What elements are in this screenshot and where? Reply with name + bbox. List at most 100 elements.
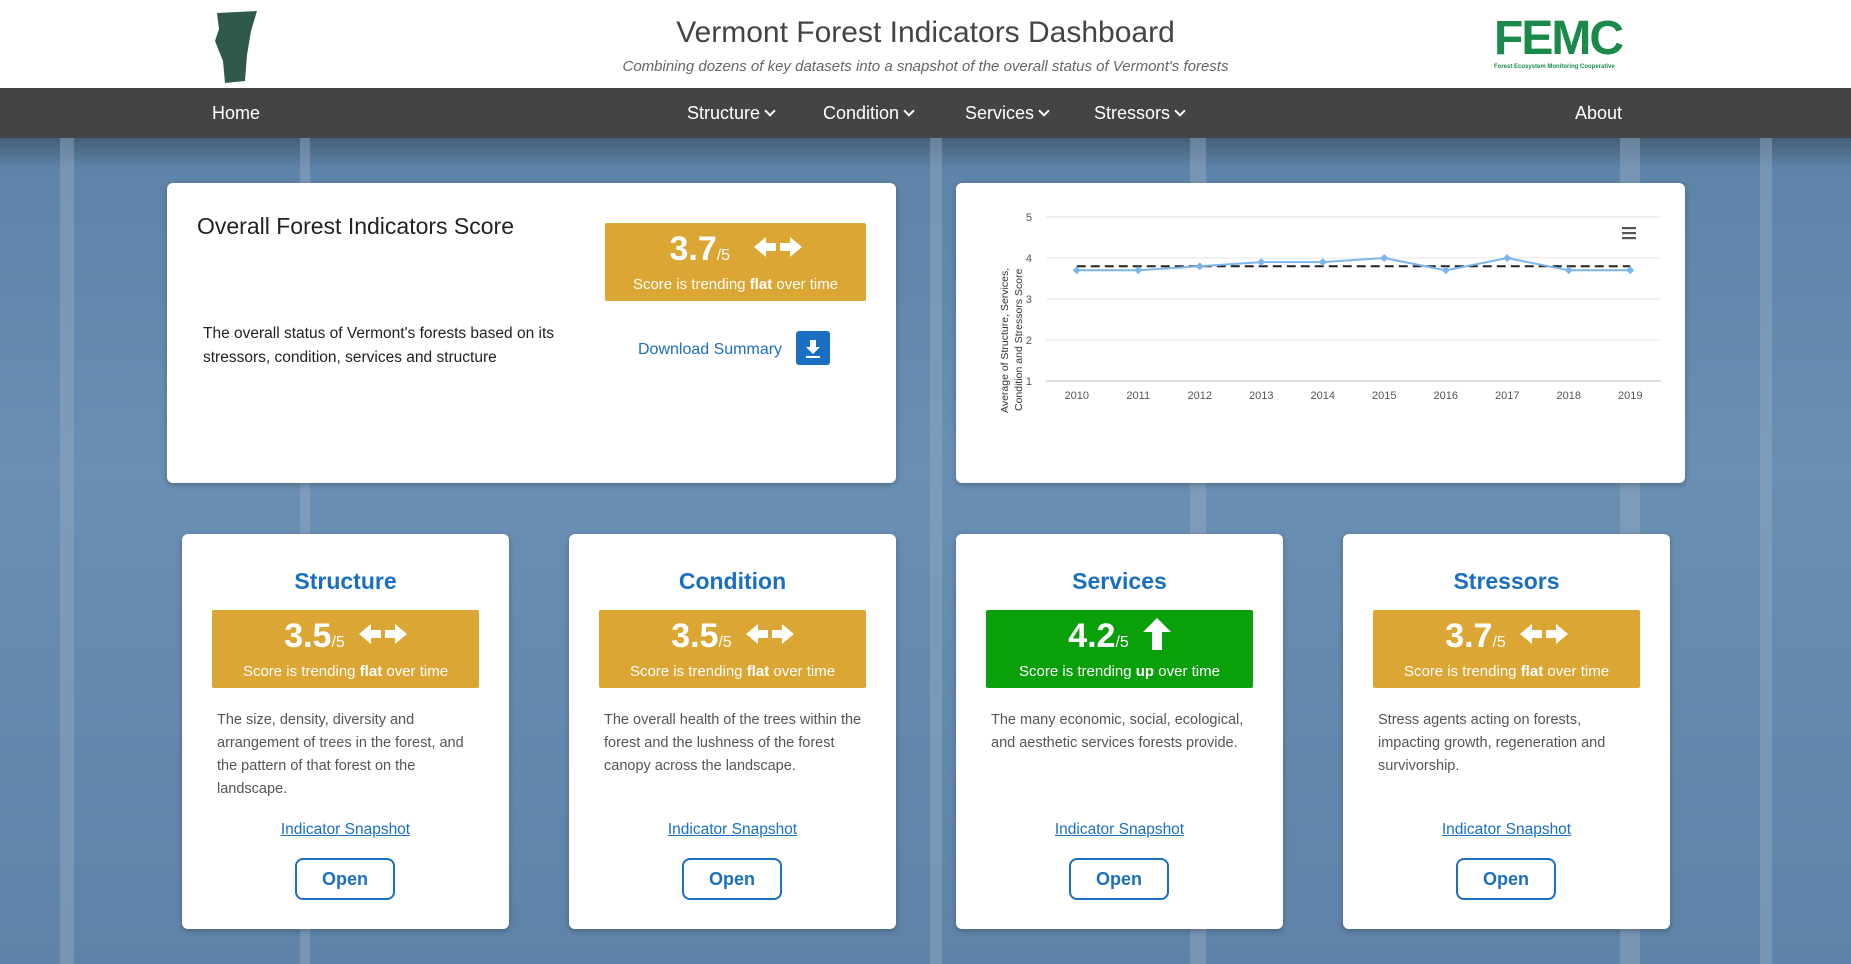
chart-grid xyxy=(1046,216,1661,382)
nav-structure-label: Structure xyxy=(687,103,761,123)
chart-y-ticks: 1 2 3 4 5 xyxy=(1026,212,1032,388)
category-description: The many economic, social, ecological, a… xyxy=(991,712,1244,751)
vermont-map-icon[interactable] xyxy=(211,11,259,83)
trend-suffix: over time xyxy=(769,663,836,680)
overall-score-card: Overall Forest Indicators Score 3.7/5 Sc… xyxy=(167,183,896,483)
chart-point[interactable] xyxy=(1257,258,1266,267)
category-score-value: 3.7 xyxy=(1445,617,1493,655)
trend-word: flat xyxy=(1520,663,1544,680)
nav-stressors[interactable]: Stressors xyxy=(1094,88,1186,138)
chart-point[interactable] xyxy=(1503,254,1512,262)
category-score-badge: 3.7/5 Score is trending flat over time xyxy=(1373,610,1640,688)
category-score-badge: 4.2/5 Score is trending up over time xyxy=(986,610,1253,688)
chart-series-line xyxy=(1076,256,1631,272)
chart-point[interactable] xyxy=(1564,266,1573,275)
chart-point[interactable] xyxy=(1441,266,1450,275)
trend-word: flat xyxy=(359,663,383,680)
chart-point[interactable] xyxy=(1195,262,1204,271)
hamburger-icon[interactable] xyxy=(1622,227,1636,240)
open-button[interactable]: Open xyxy=(295,858,395,900)
category-card-stressors: Stressors 3.7/5 Score is trending flat ove… xyxy=(1343,534,1670,929)
nav-home-label: Home xyxy=(212,103,261,123)
chevron-down-icon xyxy=(903,105,915,117)
chart-points xyxy=(1072,254,1635,275)
category-description: The overall health of the trees within t… xyxy=(604,712,862,774)
category-score-value-row: 3.7/5 xyxy=(1373,610,1640,663)
chart-x-tick-label: 2016 xyxy=(1434,390,1458,402)
category-title: Condition xyxy=(678,568,787,594)
femc-logo[interactable]: FEMC Forest Ecosystem Monitoring Coopera… xyxy=(1494,12,1626,72)
chart-point[interactable] xyxy=(1072,266,1081,275)
chart-x-tick-label: 2015 xyxy=(1372,390,1396,402)
chart-x-tick-label: 2019 xyxy=(1618,390,1642,402)
flat-arrows-icon xyxy=(1519,624,1568,645)
nav-services[interactable]: Services xyxy=(965,88,1050,138)
category-score-denominator: /5 xyxy=(1492,634,1506,651)
indicator-snapshot-link[interactable]: Indicator Snapshot xyxy=(667,821,798,838)
category-card-services: Services 4.2/5 Score is trending up over t… xyxy=(956,534,1283,929)
overall-score-badge: 3.7/5 Score is trending flat over time xyxy=(605,223,866,301)
nav-home[interactable]: Home xyxy=(212,88,260,138)
nav-services-label: Services xyxy=(965,103,1035,123)
chart-x-tick-label: 2011 xyxy=(1126,390,1150,402)
overall-score-denominator: /5 xyxy=(716,247,731,264)
chart-ylabel-line2: Condition and Stressors Score xyxy=(1013,268,1025,411)
tree-trunk xyxy=(1760,138,1772,964)
nav-structure[interactable]: Structure xyxy=(687,88,776,138)
chart-x-tick-label: 2017 xyxy=(1495,390,1519,402)
flat-arrows-icon xyxy=(753,237,802,258)
up-arrow-icon xyxy=(1142,618,1171,651)
category-score-value-row: 3.5/5 xyxy=(212,610,479,663)
overall-score-value-row: 3.7/5 xyxy=(605,223,866,276)
trend-prefix: Score is trending xyxy=(632,276,750,293)
trend-prefix: Score is trending xyxy=(629,663,747,680)
category-score-denominator: /5 xyxy=(718,634,732,651)
chart-x-ticks: 2010 2011 2012 2013 2014 2015 2016 2017 2018 2019 xyxy=(1065,390,1643,402)
open-button[interactable]: Open xyxy=(1456,858,1556,900)
nav-stressors-label: Stressors xyxy=(1094,103,1171,123)
main-nav: Home Structure Condition Services Stress… xyxy=(0,88,1851,138)
chart-point[interactable] xyxy=(1318,258,1327,267)
category-score-value-row: 3.5/5 xyxy=(599,610,866,663)
download-summary-link[interactable]: Download Summary xyxy=(638,341,783,358)
indicator-snapshot-link[interactable]: Indicator Snapshot xyxy=(280,821,411,838)
download-button[interactable] xyxy=(796,331,830,365)
chart-y-tick-label: 2 xyxy=(1026,335,1032,347)
flat-arrows-icon xyxy=(358,624,407,645)
trend-suffix: over time xyxy=(1154,663,1220,680)
nav-condition[interactable]: Condition xyxy=(823,88,915,138)
site-header: Vermont Forest Indicators Dashboard Comb… xyxy=(0,0,1851,88)
overall-score-trend: Score is trending flat over time xyxy=(605,276,866,294)
indicator-snapshot-link[interactable]: Indicator Snapshot xyxy=(1441,821,1572,838)
chart-point[interactable] xyxy=(1134,266,1143,275)
chart-point[interactable] xyxy=(1380,254,1389,262)
nav-condition-label: Condition xyxy=(823,103,900,123)
trend-word: up xyxy=(1135,663,1155,680)
chart-y-tick-label: 3 xyxy=(1026,294,1032,306)
open-button[interactable]: Open xyxy=(1069,858,1169,900)
download-icon xyxy=(806,340,820,358)
trend-word: flat xyxy=(749,276,773,293)
category-title: Stressors xyxy=(1453,568,1560,594)
chart-x-tick-label: 2014 xyxy=(1311,390,1335,402)
nav-about[interactable]: About xyxy=(1575,88,1622,138)
category-title: Structure xyxy=(294,568,397,594)
category-score-badge: 3.5/5 Score is trending flat over time xyxy=(599,610,866,688)
trend-prefix: Score is trending xyxy=(242,663,360,680)
femc-logo-text: FEMC xyxy=(1494,12,1624,65)
category-score-badge: 3.5/5 Score is trending flat over time xyxy=(212,610,479,688)
tree-trunk xyxy=(60,138,74,964)
category-card-structure: Structure 3.5/5 Score is trending flat ove… xyxy=(182,534,509,929)
overall-score-value: 3.7 xyxy=(669,230,717,268)
indicator-snapshot-link[interactable]: Indicator Snapshot xyxy=(1054,821,1185,838)
chart-point[interactable] xyxy=(1626,266,1635,275)
category-score-trend: Score is trending flat over time xyxy=(599,663,866,681)
chart-x-tick-label: 2018 xyxy=(1557,390,1581,402)
open-button[interactable]: Open xyxy=(682,858,782,900)
flat-arrows-icon xyxy=(745,624,794,645)
category-score-value-row: 4.2/5 xyxy=(986,610,1253,663)
trend-word: flat xyxy=(746,663,770,680)
category-score-trend: Score is trending flat over time xyxy=(212,663,479,681)
